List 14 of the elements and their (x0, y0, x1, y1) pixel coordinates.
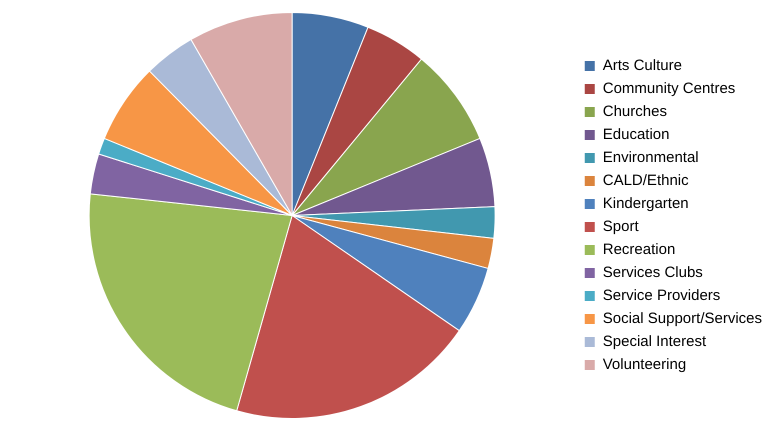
legend-label: Social Support/Services (602, 310, 762, 328)
legend-label: Sport (602, 218, 640, 236)
legend-label: Kindergarten (602, 195, 689, 212)
legend-label: Service Providers (602, 287, 720, 304)
legend-label: Community Centres (602, 80, 736, 98)
legend-label: Special Interest (602, 333, 707, 350)
legend-label: Volunteering (602, 356, 686, 374)
legend-label: Education (602, 126, 670, 144)
legend-label: Services Clubs (602, 264, 703, 282)
legend-label: Churches (602, 103, 667, 120)
legend-label: Arts Culture (602, 57, 682, 74)
legend-label: Environmental (602, 149, 699, 166)
legend-label: Recreation (602, 241, 676, 258)
legend-label: CALD/Ethnic (602, 172, 690, 190)
